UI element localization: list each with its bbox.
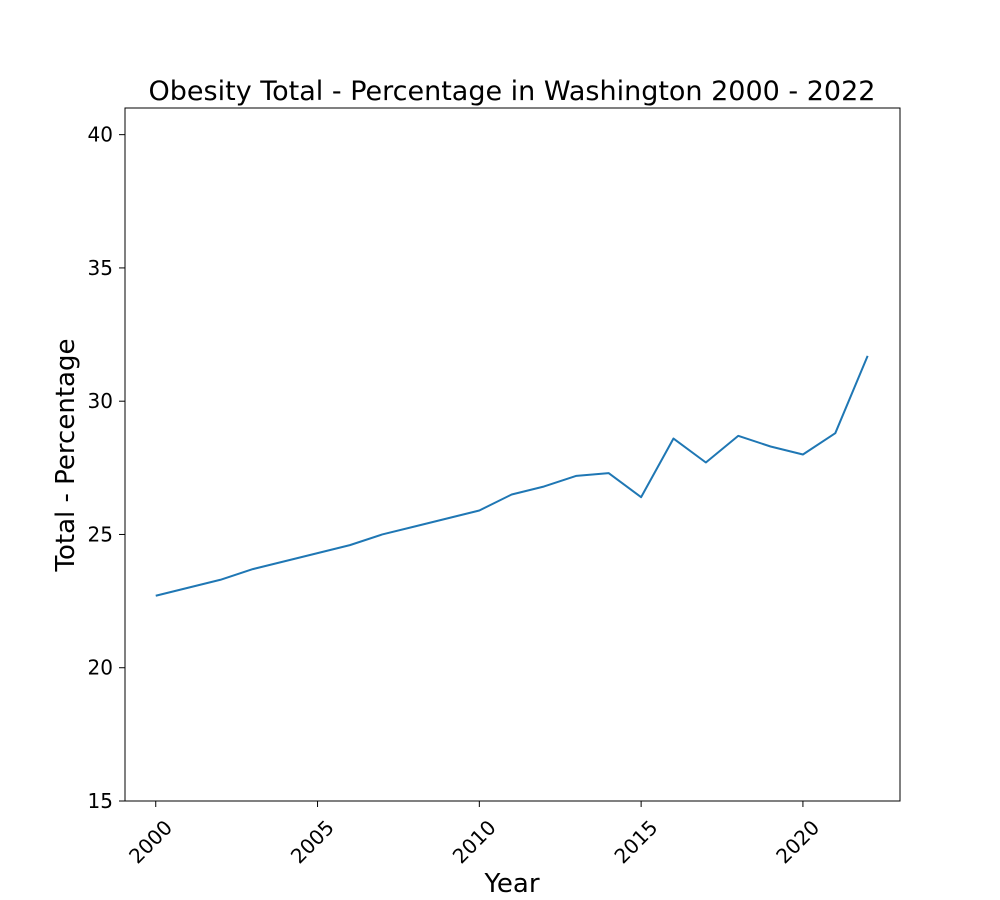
chart-title: Obesity Total - Percentage in Washington… — [149, 76, 876, 107]
x-tick-label: 2020 — [771, 815, 824, 868]
plot-area — [124, 107, 901, 802]
x-tick-label: 2005 — [286, 815, 339, 868]
y-tick-label: 15 — [88, 789, 113, 813]
plot-frame — [124, 107, 901, 802]
x-axis-ticks: 2000 2005 2010 2015 2020 — [124, 801, 824, 868]
x-tick-label: 2000 — [124, 815, 177, 868]
y-tick-label: 20 — [88, 656, 113, 680]
x-tick-label: 2010 — [448, 815, 501, 868]
y-axis-label: Total - Percentage — [51, 339, 81, 573]
x-axis-label: Year — [483, 869, 539, 899]
y-tick-label: 40 — [88, 123, 113, 147]
x-tick-label: 2015 — [609, 815, 662, 868]
y-tick-label: 25 — [88, 522, 113, 546]
series-line-0 — [155, 355, 869, 597]
y-axis-ticks: 15 20 25 30 35 40 — [88, 123, 125, 813]
y-tick-label: 35 — [88, 256, 113, 280]
y-tick-label: 30 — [88, 389, 113, 413]
